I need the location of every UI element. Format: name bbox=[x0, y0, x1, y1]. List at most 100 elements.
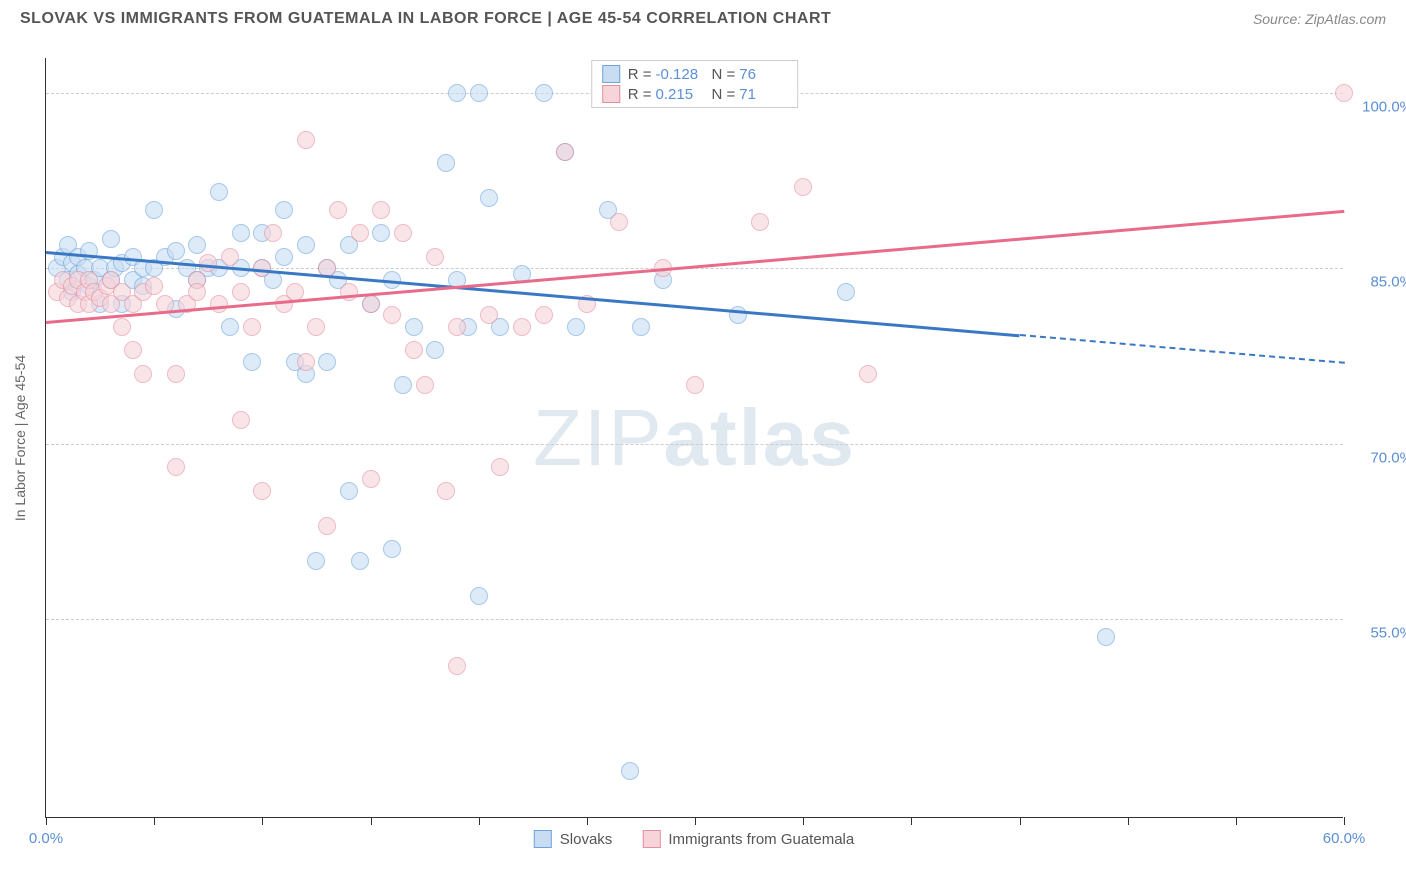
point-slovaks bbox=[448, 84, 466, 102]
bottom-legend: Slovaks Immigrants from Guatemala bbox=[534, 830, 854, 848]
x-tick bbox=[46, 817, 47, 825]
point-guatemala bbox=[1335, 84, 1353, 102]
gridline bbox=[46, 619, 1343, 620]
point-slovaks bbox=[372, 224, 390, 242]
legend-swatch bbox=[602, 85, 620, 103]
y-axis-title: In Labor Force | Age 45-54 bbox=[12, 355, 28, 521]
x-tick bbox=[587, 817, 588, 825]
point-slovaks bbox=[1097, 628, 1115, 646]
x-tick bbox=[1128, 817, 1129, 825]
stats-row: R = 0.215N = 71 bbox=[602, 85, 788, 103]
watermark-light: ZIP bbox=[533, 393, 663, 482]
point-slovaks bbox=[470, 84, 488, 102]
point-guatemala bbox=[113, 318, 131, 336]
point-guatemala bbox=[686, 376, 704, 394]
point-guatemala bbox=[535, 306, 553, 324]
point-slovaks bbox=[837, 283, 855, 301]
point-slovaks bbox=[394, 376, 412, 394]
stats-row: R = -0.128N = 76 bbox=[602, 65, 788, 83]
point-slovaks bbox=[188, 236, 206, 254]
x-tick bbox=[479, 817, 480, 825]
point-guatemala bbox=[124, 341, 142, 359]
legend-item: Slovaks bbox=[534, 830, 613, 848]
chart-container: ZIPatlas 55.0%70.0%85.0%100.0%0.0%60.0% … bbox=[45, 58, 1343, 818]
point-guatemala bbox=[210, 295, 228, 313]
point-guatemala bbox=[513, 318, 531, 336]
point-guatemala bbox=[167, 458, 185, 476]
x-tick bbox=[371, 817, 372, 825]
legend-label: Slovaks bbox=[560, 831, 613, 848]
point-guatemala bbox=[751, 213, 769, 231]
stats-legend-box: R = -0.128N = 76 R = 0.215N = 71 bbox=[591, 60, 799, 108]
x-tick-label: 0.0% bbox=[29, 830, 63, 847]
point-slovaks bbox=[621, 762, 639, 780]
point-slovaks bbox=[145, 201, 163, 219]
x-tick bbox=[1020, 817, 1021, 825]
point-guatemala bbox=[491, 458, 509, 476]
point-guatemala bbox=[448, 657, 466, 675]
point-slovaks bbox=[167, 242, 185, 260]
point-guatemala bbox=[199, 254, 217, 272]
point-slovaks bbox=[275, 201, 293, 219]
point-guatemala bbox=[426, 248, 444, 266]
chart-header: SLOVAK VS IMMIGRANTS FROM GUATEMALA IN L… bbox=[0, 0, 1406, 33]
point-guatemala bbox=[859, 365, 877, 383]
watermark: ZIPatlas bbox=[533, 392, 856, 484]
point-guatemala bbox=[372, 201, 390, 219]
source-attribution: Source: ZipAtlas.com bbox=[1253, 11, 1386, 27]
point-guatemala bbox=[362, 470, 380, 488]
point-guatemala bbox=[794, 178, 812, 196]
point-slovaks bbox=[480, 189, 498, 207]
point-guatemala bbox=[221, 248, 239, 266]
y-tick-label: 55.0% bbox=[1353, 625, 1406, 642]
point-slovaks bbox=[275, 248, 293, 266]
point-slovaks bbox=[210, 183, 228, 201]
point-slovaks bbox=[243, 353, 261, 371]
point-guatemala bbox=[264, 224, 282, 242]
point-slovaks bbox=[340, 482, 358, 500]
legend-swatch bbox=[602, 65, 620, 83]
point-guatemala bbox=[243, 318, 261, 336]
chart-title: SLOVAK VS IMMIGRANTS FROM GUATEMALA IN L… bbox=[20, 10, 831, 28]
x-tick bbox=[262, 817, 263, 825]
point-guatemala bbox=[297, 131, 315, 149]
y-tick-label: 70.0% bbox=[1353, 449, 1406, 466]
x-tick bbox=[695, 817, 696, 825]
point-guatemala bbox=[383, 306, 401, 324]
point-guatemala bbox=[253, 482, 271, 500]
x-tick bbox=[154, 817, 155, 825]
point-slovaks bbox=[405, 318, 423, 336]
point-slovaks bbox=[297, 236, 315, 254]
stats-r: R = 0.215 bbox=[628, 86, 704, 103]
point-guatemala bbox=[134, 365, 152, 383]
point-guatemala bbox=[232, 283, 250, 301]
point-guatemala bbox=[416, 376, 434, 394]
point-guatemala bbox=[610, 213, 628, 231]
stats-n: N = 76 bbox=[712, 66, 788, 83]
point-slovaks bbox=[426, 341, 444, 359]
point-slovaks bbox=[383, 540, 401, 558]
legend-label: Immigrants from Guatemala bbox=[668, 831, 854, 848]
point-guatemala bbox=[307, 318, 325, 336]
x-tick bbox=[911, 817, 912, 825]
point-slovaks bbox=[535, 84, 553, 102]
point-slovaks bbox=[221, 318, 239, 336]
trend-line bbox=[1019, 334, 1344, 364]
x-tick bbox=[803, 817, 804, 825]
point-guatemala bbox=[232, 411, 250, 429]
point-guatemala bbox=[448, 318, 466, 336]
watermark-bold: atlas bbox=[664, 393, 856, 482]
point-guatemala bbox=[437, 482, 455, 500]
point-slovaks bbox=[307, 552, 325, 570]
y-tick-label: 100.0% bbox=[1353, 99, 1406, 116]
point-slovaks bbox=[470, 587, 488, 605]
point-guatemala bbox=[556, 143, 574, 161]
point-guatemala bbox=[394, 224, 412, 242]
point-guatemala bbox=[297, 353, 315, 371]
point-slovaks bbox=[632, 318, 650, 336]
legend-swatch bbox=[534, 830, 552, 848]
x-tick bbox=[1236, 817, 1237, 825]
point-guatemala bbox=[188, 283, 206, 301]
point-slovaks bbox=[232, 224, 250, 242]
point-slovaks bbox=[351, 552, 369, 570]
